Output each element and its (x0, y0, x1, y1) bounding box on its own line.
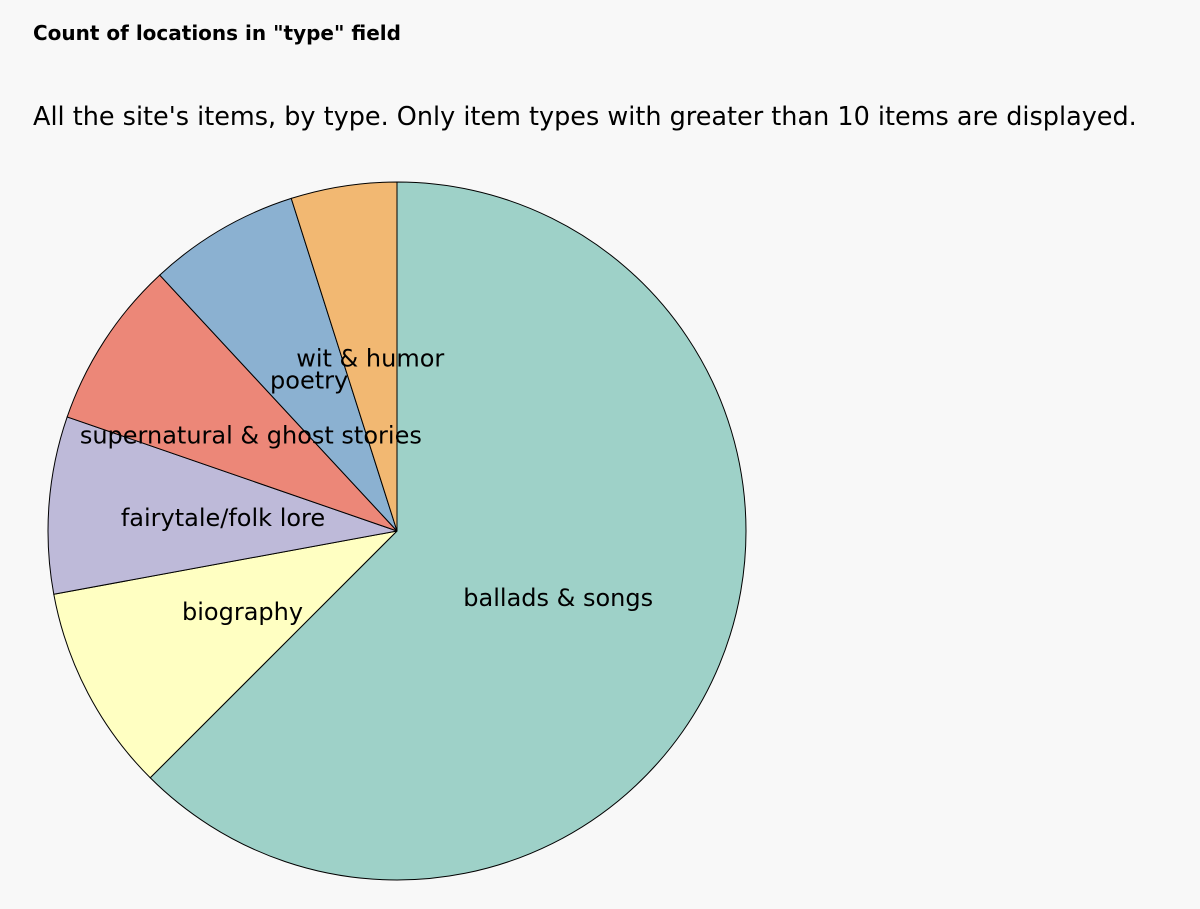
chart-heading: Count of locations in "type" field (33, 21, 401, 45)
pie-labels: ballads & songs biography fairytale/folk l… (80, 345, 653, 627)
chart-description: All the site's items, by type. Only item… (33, 102, 1137, 132)
pie-label-ballads-songs: ballads & songs (463, 584, 653, 612)
pie-slice-wit-humor (290, 181, 398, 532)
pie-slice-ballads-songs (149, 181, 747, 881)
pie-label-wit-humor: wit & humor (296, 345, 444, 373)
pie-label-fairytale-folk-lore: fairytale/folk lore (121, 504, 325, 532)
pie-label-poetry: poetry (270, 366, 348, 394)
pie-slice-biography (53, 530, 398, 779)
pie-slice-poetry (159, 197, 398, 532)
pie-label-supernatural-ghost-stories: supernatural & ghost stories (80, 422, 422, 450)
pie-slice-fairytale-folk-lore (47, 416, 398, 595)
pie-label-biography: biography (182, 598, 303, 626)
pie-slices (47, 181, 747, 881)
pie-slice-supernatural-ghost-stories (66, 274, 398, 532)
